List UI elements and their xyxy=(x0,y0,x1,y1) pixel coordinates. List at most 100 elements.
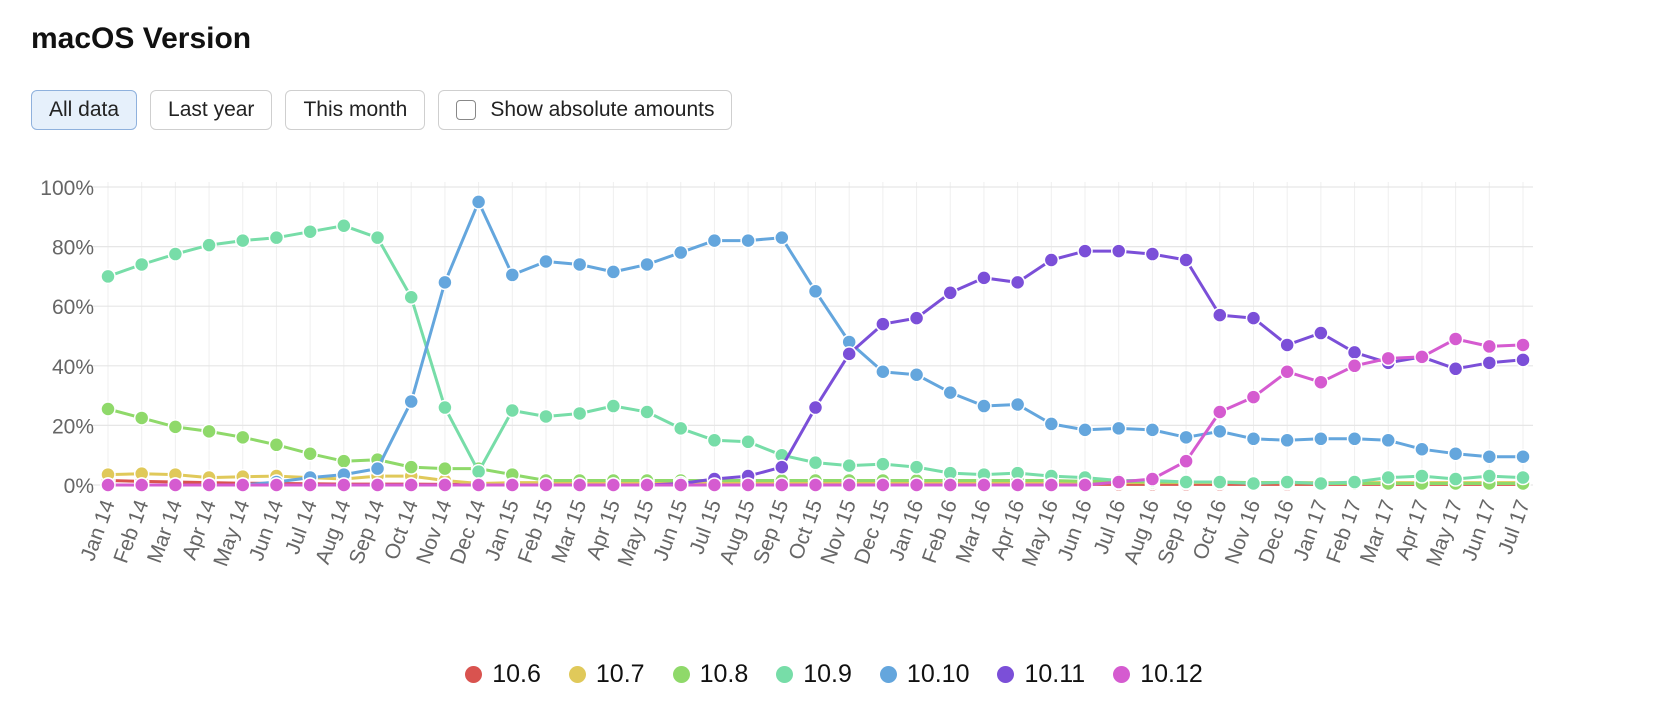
data-point[interactable] xyxy=(1346,474,1363,490)
data-point[interactable] xyxy=(201,477,217,493)
data-point[interactable] xyxy=(133,477,150,493)
data-point[interactable] xyxy=(133,410,150,426)
data-point[interactable] xyxy=(774,459,790,475)
data-point[interactable] xyxy=(1178,474,1194,490)
data-point[interactable] xyxy=(639,256,655,273)
data-point[interactable] xyxy=(1515,352,1531,368)
data-point[interactable] xyxy=(571,405,588,422)
data-point[interactable] xyxy=(235,477,251,493)
data-point[interactable] xyxy=(1178,429,1194,446)
data-point[interactable] xyxy=(1279,364,1295,380)
data-point[interactable] xyxy=(908,366,925,383)
data-point[interactable] xyxy=(167,477,184,493)
data-point[interactable] xyxy=(1414,349,1430,365)
data-point[interactable] xyxy=(1279,474,1295,490)
data-point[interactable] xyxy=(875,456,891,472)
data-point[interactable] xyxy=(437,399,453,416)
data-point[interactable] xyxy=(807,477,824,493)
data-point[interactable] xyxy=(1447,361,1464,377)
data-point[interactable] xyxy=(841,346,857,362)
data-point[interactable] xyxy=(1110,243,1127,259)
legend-item[interactable]: 10.7 xyxy=(568,660,645,689)
data-point[interactable] xyxy=(1313,374,1329,390)
data-point[interactable] xyxy=(841,457,857,474)
data-point[interactable] xyxy=(167,419,184,435)
data-point[interactable] xyxy=(1346,358,1363,374)
data-point[interactable] xyxy=(369,229,386,246)
data-point[interactable] xyxy=(100,268,116,285)
data-point[interactable] xyxy=(1279,432,1295,449)
data-point[interactable] xyxy=(403,289,419,306)
data-point[interactable] xyxy=(1077,422,1093,438)
data-point[interactable] xyxy=(1245,310,1262,326)
data-point[interactable] xyxy=(100,477,116,493)
data-point[interactable] xyxy=(672,244,689,261)
data-point[interactable] xyxy=(1414,441,1430,457)
data-point[interactable] xyxy=(1043,477,1060,493)
legend-item[interactable]: 10.10 xyxy=(879,660,969,689)
data-point[interactable] xyxy=(268,437,285,453)
data-point[interactable] xyxy=(538,477,554,493)
data-point[interactable] xyxy=(504,402,521,419)
data-point[interactable] xyxy=(268,229,285,246)
data-point[interactable] xyxy=(235,429,251,446)
data-point[interactable] xyxy=(1380,350,1396,367)
data-point[interactable] xyxy=(706,432,723,449)
data-point[interactable] xyxy=(1043,416,1060,432)
data-point[interactable] xyxy=(1077,477,1093,493)
show-absolute-toggle[interactable]: Show absolute amounts xyxy=(438,90,733,130)
data-point[interactable] xyxy=(1245,431,1262,447)
data-point[interactable] xyxy=(774,477,790,493)
data-point[interactable] xyxy=(437,477,453,493)
data-point[interactable] xyxy=(807,454,824,471)
data-point[interactable] xyxy=(1447,471,1464,487)
data-point[interactable] xyxy=(706,477,723,493)
data-point[interactable] xyxy=(1279,337,1295,353)
data-point[interactable] xyxy=(1245,389,1262,405)
data-point[interactable] xyxy=(1481,355,1498,371)
data-point[interactable] xyxy=(875,364,891,380)
data-point[interactable] xyxy=(706,232,723,249)
data-point[interactable] xyxy=(908,459,925,475)
data-point[interactable] xyxy=(1212,474,1228,490)
data-point[interactable] xyxy=(740,434,756,450)
data-point[interactable] xyxy=(1009,477,1026,493)
data-point[interactable] xyxy=(403,459,419,475)
data-point[interactable] xyxy=(1212,307,1228,323)
data-point[interactable] xyxy=(908,310,925,326)
data-point[interactable] xyxy=(672,420,689,437)
data-point[interactable] xyxy=(1144,422,1161,438)
data-point[interactable] xyxy=(201,237,217,253)
data-point[interactable] xyxy=(538,253,554,270)
data-point[interactable] xyxy=(235,232,251,249)
last-year-button[interactable]: Last year xyxy=(150,90,273,130)
data-point[interactable] xyxy=(1313,325,1329,341)
data-point[interactable] xyxy=(807,399,824,416)
data-point[interactable] xyxy=(201,423,217,440)
data-point[interactable] xyxy=(1313,431,1329,447)
data-point[interactable] xyxy=(1515,448,1531,465)
this-month-button[interactable]: This month xyxy=(285,90,426,130)
data-point[interactable] xyxy=(908,477,925,493)
data-point[interactable] xyxy=(1212,404,1228,420)
data-point[interactable] xyxy=(470,477,487,493)
data-point[interactable] xyxy=(1447,331,1464,347)
data-point[interactable] xyxy=(167,246,184,262)
data-point[interactable] xyxy=(100,401,116,417)
data-point[interactable] xyxy=(1212,423,1228,440)
data-point[interactable] xyxy=(403,477,419,493)
data-point[interactable] xyxy=(369,460,386,477)
data-point[interactable] xyxy=(841,477,857,493)
show-absolute-checkbox[interactable] xyxy=(456,100,477,120)
data-point[interactable] xyxy=(369,477,386,493)
data-point[interactable] xyxy=(336,217,352,234)
data-point[interactable] xyxy=(1481,448,1498,465)
data-point[interactable] xyxy=(302,477,318,493)
data-point[interactable] xyxy=(302,223,318,240)
data-point[interactable] xyxy=(672,477,689,493)
data-point[interactable] xyxy=(605,264,622,280)
data-point[interactable] xyxy=(336,453,352,469)
data-point[interactable] xyxy=(1380,469,1396,486)
data-point[interactable] xyxy=(1447,445,1464,462)
data-point[interactable] xyxy=(504,477,521,493)
